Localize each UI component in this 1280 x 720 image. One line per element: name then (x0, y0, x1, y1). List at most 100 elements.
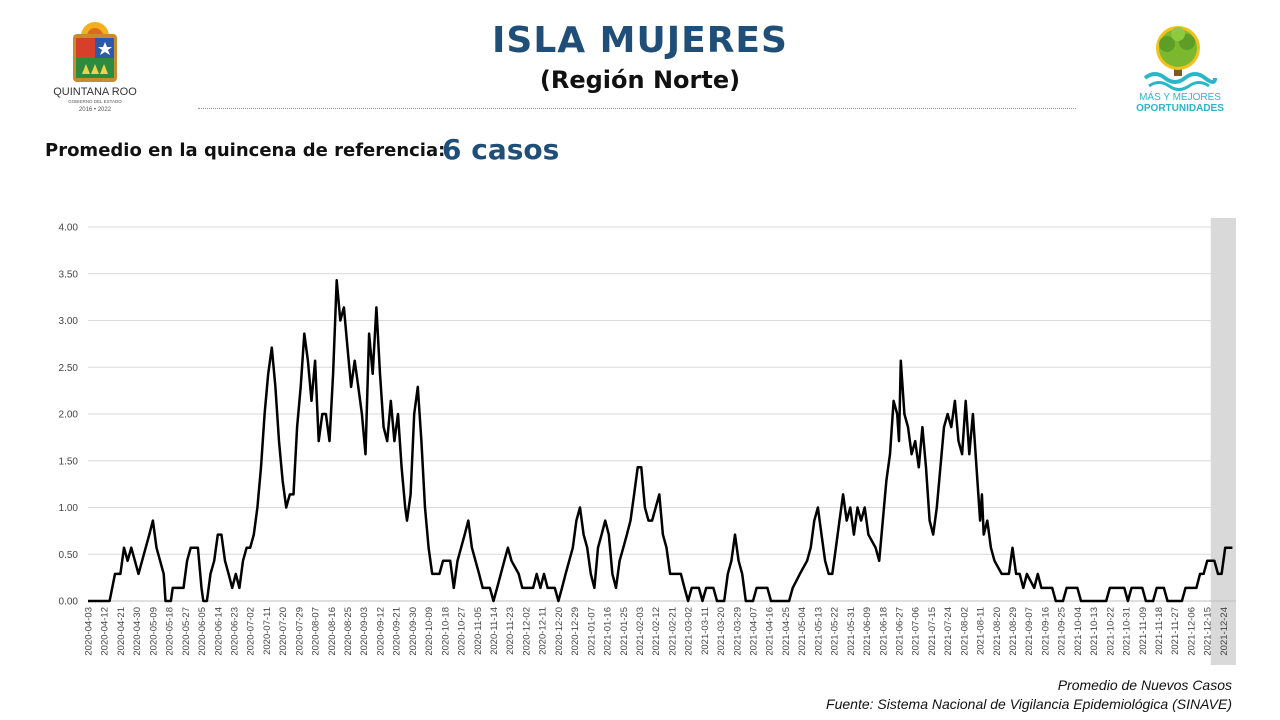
x-tick-label: 2021-11-27 (1170, 607, 1181, 655)
coat-of-arms-shield-icon (73, 34, 117, 82)
x-tick-label: 2020-12-29 (570, 607, 581, 656)
x-tick-label: 2021-08-02 (959, 607, 970, 656)
x-tick-label: 2021-05-04 (797, 607, 808, 656)
x-tick-label: 2020-08-07 (311, 607, 322, 656)
logo-slogan-line1: MÁS Y MEJORES (1139, 90, 1221, 103)
x-tick-label: 2021-09-25 (1057, 607, 1068, 656)
y-axis-ticks: 0.00 0.50 1.00 1.50 2.00 2.50 3.00 3.50 4.00 (59, 223, 79, 608)
reference-label: Promedio en la quincena de referencia: (45, 140, 446, 161)
x-tick-label: 2021-02-12 (651, 607, 662, 656)
y-tick-label: 4.00 (59, 223, 79, 234)
x-tick-label: 2020-09-21 (392, 607, 403, 656)
x-tick-label: 2021-02-03 (635, 607, 646, 656)
oportunidades-logo: MÁS Y MEJORES OPORTUNIDADES (1115, 18, 1245, 118)
reference-period-shade (1210, 218, 1236, 665)
x-tick-label: 2021-11-09 (1138, 607, 1149, 655)
x-tick-label: 2021-07-15 (927, 607, 938, 656)
y-tick-label: 2.00 (59, 410, 79, 421)
x-tick-label: 2021-06-18 (878, 607, 889, 656)
caption-line1: Promedio de Nuevos Casos (1057, 677, 1232, 693)
x-tick-label: 2020-04-12 (100, 607, 111, 656)
x-tick-label: 2020-04-21 (116, 607, 127, 656)
x-tick-label: 2020-05-09 (148, 607, 159, 656)
chart-gridlines (88, 226, 1236, 602)
x-tick-label: 2021-08-11 (976, 607, 987, 655)
x-tick-label: 2020-07-20 (278, 607, 289, 656)
x-tick-label: 2021-02-21 (667, 607, 678, 656)
x-tick-label: 2020-05-18 (165, 607, 176, 656)
x-tick-label: 2020-12-20 (554, 607, 565, 656)
x-tick-label: 2021-10-04 (1073, 607, 1084, 656)
x-tick-label: 2021-09-16 (1040, 607, 1051, 656)
y-tick-label: 0.00 (59, 597, 79, 608)
y-tick-label: 0.50 (59, 550, 79, 561)
x-tick-label: 2020-09-30 (408, 607, 419, 656)
x-tick-label: 2021-05-13 (813, 607, 824, 656)
x-tick-label: 2021-07-06 (911, 607, 922, 656)
quintana-roo-logo: QUINTANA ROO GOBIERNO DEL ESTADO 2016 • … (40, 18, 160, 113)
logo-slogan-line2: OPORTUNIDADES (1136, 103, 1224, 114)
x-tick-label: 2021-11-18 (1154, 607, 1165, 655)
x-tick-label: 2021-08-20 (992, 607, 1003, 656)
header-divider (198, 108, 1076, 109)
y-tick-label: 1.50 (59, 456, 79, 467)
x-tick-label: 2020-04-30 (132, 607, 143, 656)
x-tick-label: 2021-01-16 (603, 607, 614, 656)
caption-source: Fuente: Sistema Nacional de Vigilancia E… (826, 696, 1232, 712)
x-tick-label: 2020-10-09 (424, 607, 435, 656)
x-tick-label: 2021-12-15 (1203, 607, 1214, 656)
x-tick-label: 2020-06-23 (229, 607, 240, 656)
x-tick-label: 2020-08-16 (327, 607, 338, 656)
x-tick-label: 2021-10-22 (1105, 607, 1116, 656)
x-tick-label: 2020-11-14 (489, 607, 500, 655)
x-tick-label: 2021-01-25 (619, 607, 630, 656)
y-tick-label: 3.50 (59, 269, 79, 280)
logo-state-name: QUINTANA ROO (53, 86, 137, 98)
x-tick-label: 2021-12-06 (1186, 607, 1197, 656)
logo-tagline: GOBIERNO DEL ESTADO (68, 99, 122, 104)
x-tick-label: 2021-07-24 (943, 607, 954, 656)
chart-caption: Promedio de Nuevos Casos Fuente: Sistema… (826, 676, 1232, 714)
x-tick-label: 2021-04-25 (781, 607, 792, 656)
x-tick-label: 2021-05-22 (830, 607, 841, 656)
x-tick-label: 2021-10-31 (1122, 607, 1133, 656)
cases-line-chart: 0.00 0.50 1.00 1.50 2.00 2.50 3.00 3.50 4.00 202… (59, 218, 1236, 665)
x-tick-label: 2020-10-27 (457, 607, 468, 656)
x-tick-label: 2020-07-02 (246, 607, 257, 656)
x-tick-label: 2020-06-05 (197, 607, 208, 656)
x-tick-label: 2020-07-29 (294, 607, 305, 656)
x-tick-label: 2020-11-23 (505, 607, 516, 655)
x-tick-label: 2021-08-29 (1008, 607, 1019, 656)
y-tick-label: 2.50 (59, 363, 79, 374)
x-tick-label: 2021-05-31 (846, 607, 857, 656)
x-tick-label: 2020-11-05 (473, 607, 484, 655)
x-tick-label: 2021-06-09 (862, 607, 873, 656)
x-tick-label: 2021-06-27 (894, 607, 905, 656)
y-tick-label: 1.00 (59, 503, 79, 514)
x-tick-label: 2020-06-14 (213, 607, 224, 656)
x-tick-label: 2021-01-07 (586, 607, 597, 656)
x-axis-ticks: 2020-04-03 2020-04-12 2020-04-21 2020-04-30… (84, 607, 1230, 656)
page-title: ISLA MUJERES (492, 20, 788, 61)
x-tick-label: 2020-09-12 (375, 607, 386, 656)
x-tick-label: 2021-03-02 (684, 607, 695, 656)
x-tick-label: 2021-12-24 (1219, 607, 1230, 656)
x-tick-label: 2020-12-02 (521, 607, 532, 656)
x-tick-label: 2021-04-07 (749, 607, 760, 656)
page-subtitle: (Región Norte) (539, 66, 741, 94)
waves-icon (1143, 72, 1217, 91)
x-tick-label: 2020-05-27 (181, 607, 192, 656)
x-tick-label: 2021-03-11 (700, 607, 711, 655)
x-tick-label: 2021-03-20 (716, 607, 727, 656)
y-tick-label: 3.00 (59, 316, 79, 327)
x-tick-label: 2020-07-11 (262, 607, 273, 655)
reference-value: 6 casos (442, 133, 560, 166)
x-tick-label: 2020-12-11 (538, 607, 549, 655)
x-tick-label: 2021-10-13 (1089, 607, 1100, 656)
x-tick-label: 2021-09-07 (1024, 607, 1035, 656)
x-tick-label: 2020-09-03 (359, 607, 370, 656)
x-tick-label: 2020-10-18 (440, 607, 451, 656)
logo-years: 2016 • 2022 (79, 107, 112, 113)
x-tick-label: 2020-08-25 (343, 607, 354, 656)
x-tick-label: 2021-03-29 (732, 607, 743, 656)
